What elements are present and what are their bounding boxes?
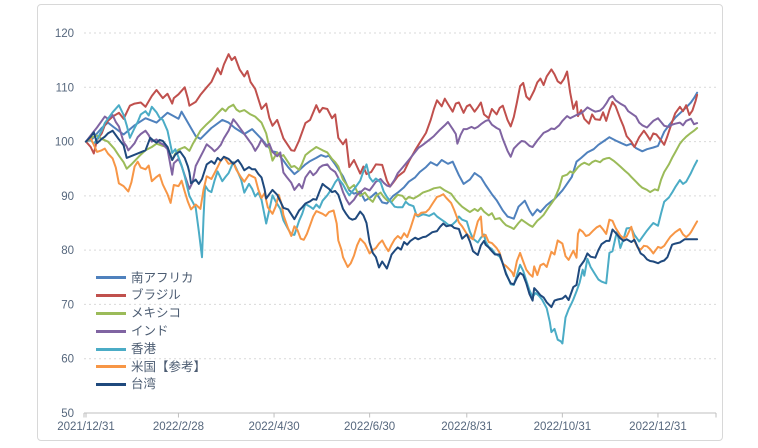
legend-swatch-hongkong [96, 347, 126, 351]
legend-label-brazil: ブラジル [131, 288, 181, 303]
legend-label-southafrica: 南アフリカ [131, 270, 194, 285]
x-axis-label: 2022/8/31 [441, 421, 492, 433]
series-line-mexico [85, 103, 699, 230]
legend-label-taiwan: 台湾 [131, 377, 157, 392]
x-axis-label: 2022/6/30 [344, 421, 395, 433]
y-axis-label: 60 [61, 354, 74, 366]
x-axis-label: 2021/12/31 [57, 421, 115, 433]
legend-item-southafrica: 南アフリカ [96, 269, 206, 287]
y-axis-label: 90 [61, 191, 74, 203]
series-line-hongkong [85, 104, 699, 345]
series-line-us [85, 137, 699, 278]
series-line-brazil [85, 53, 699, 188]
y-axis-label: 100 [55, 137, 74, 149]
legend-label-mexico: メキシコ [131, 306, 182, 321]
legend: 南アフリカブラジルメキシコインド香港米国【参考】 台湾 [96, 269, 206, 394]
series-line-southafrica [85, 91, 699, 220]
y-axis-label: 50 [61, 408, 74, 420]
x-axis-label: 2022/12/31 [629, 421, 687, 433]
legend-label-hongkong: 香港 [131, 341, 157, 356]
legend-swatch-brazil [96, 294, 126, 298]
x-axis-label: 2022/4/30 [248, 421, 299, 433]
y-axis-label: 70 [61, 299, 74, 311]
legend-label-us: 米国【参考】 [131, 359, 207, 374]
legend-label-india: インド [131, 324, 169, 339]
legend-item-india: インド [96, 322, 206, 340]
y-axis-label: 120 [55, 28, 74, 40]
series-line-taiwan [85, 129, 699, 309]
x-axis-label: 2022/10/31 [534, 421, 592, 433]
y-axis-label: 110 [56, 82, 74, 94]
legend-item-mexico: メキシコ [96, 305, 206, 323]
legend-swatch-us [96, 365, 126, 369]
legend-swatch-southafrica [96, 276, 126, 280]
x-axis-label: 2022/2/28 [153, 421, 204, 433]
legend-item-us: 米国【参考】 [96, 358, 206, 376]
y-axis-label: 80 [61, 245, 74, 257]
legend-swatch-mexico [96, 311, 126, 315]
legend-item-taiwan: 台湾 [96, 376, 206, 394]
legend-swatch-taiwan [96, 383, 126, 387]
legend-item-brazil: ブラジル [96, 287, 206, 305]
legend-swatch-india [96, 329, 126, 333]
legend-item-hongkong: 香港 [96, 340, 206, 358]
